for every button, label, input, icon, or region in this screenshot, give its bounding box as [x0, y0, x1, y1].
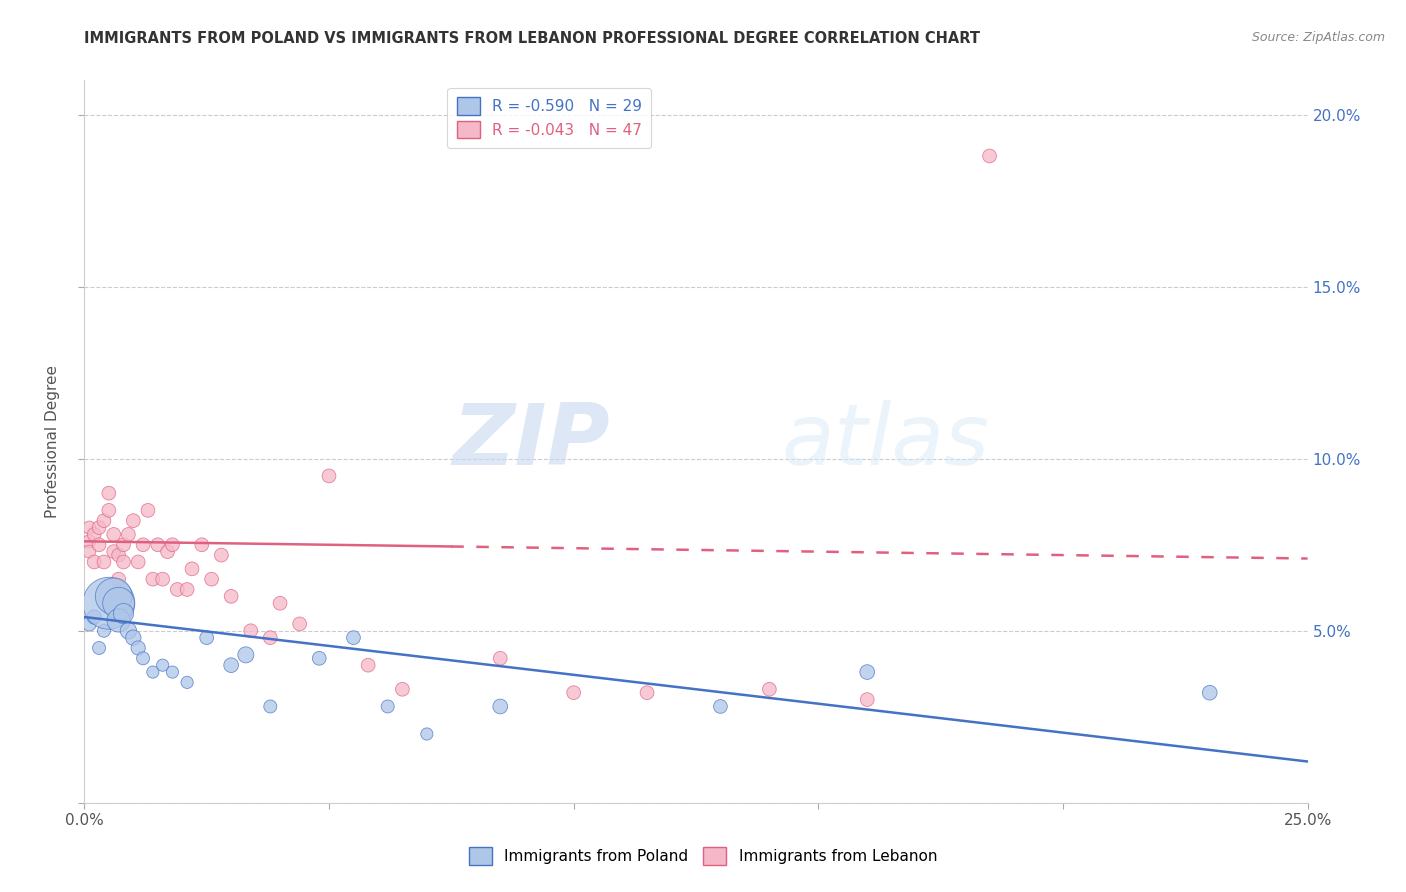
Point [219, 658, 242, 673]
Point [342, 631, 364, 645]
Text: IMMIGRANTS FROM POLAND VS IMMIGRANTS FROM LEBANON PROFESSIONAL DEGREE CORRELATIO: IMMIGRANTS FROM POLAND VS IMMIGRANTS FRO… [84, 31, 980, 46]
Point [308, 651, 330, 665]
Point [146, 538, 169, 552]
Point [103, 590, 125, 604]
Point [288, 616, 311, 631]
Point [93, 555, 115, 569]
Point [416, 727, 439, 741]
Point [209, 548, 232, 562]
Legend: Immigrants from Poland, Immigrants from Lebanon: Immigrants from Poland, Immigrants from … [463, 841, 943, 871]
Point [132, 538, 155, 552]
Point [758, 682, 780, 697]
Point [489, 651, 512, 665]
Point [318, 469, 340, 483]
Point [191, 538, 214, 552]
Point [77, 616, 100, 631]
Point [87, 640, 110, 655]
Point [122, 514, 145, 528]
Point [152, 572, 174, 586]
Point [195, 631, 218, 645]
Point [156, 544, 179, 558]
Point [107, 596, 129, 610]
Text: Source: ZipAtlas.com: Source: ZipAtlas.com [1251, 31, 1385, 45]
Point [142, 665, 165, 679]
Point [357, 658, 380, 673]
Point [77, 544, 100, 558]
Point [127, 640, 149, 655]
Point [117, 624, 139, 638]
Legend: R = -0.590   N = 29, R = -0.043   N = 47: R = -0.590 N = 29, R = -0.043 N = 47 [447, 88, 651, 148]
Point [489, 699, 512, 714]
Point [77, 534, 100, 549]
Point [636, 686, 658, 700]
Point [269, 596, 291, 610]
Point [77, 520, 100, 534]
Point [239, 624, 262, 638]
Point [83, 610, 105, 624]
Point [391, 682, 413, 697]
Point [83, 527, 105, 541]
Point [856, 665, 879, 679]
Point [979, 149, 1001, 163]
Point [176, 675, 198, 690]
Point [112, 538, 135, 552]
Point [103, 544, 125, 558]
Point [562, 686, 585, 700]
Point [97, 486, 120, 500]
Point [162, 538, 184, 552]
Point [87, 538, 110, 552]
Point [97, 503, 120, 517]
Point [856, 692, 879, 706]
Point [122, 631, 145, 645]
Point [93, 514, 115, 528]
Y-axis label: Professional Degree: Professional Degree [45, 365, 60, 518]
Point [83, 555, 105, 569]
Point [112, 607, 135, 621]
Point [107, 548, 129, 562]
Point [152, 658, 174, 673]
Point [136, 503, 159, 517]
Point [200, 572, 222, 586]
Point [162, 665, 184, 679]
Point [127, 555, 149, 569]
Point [377, 699, 399, 714]
Point [235, 648, 257, 662]
Point [142, 572, 165, 586]
Text: atlas: atlas [782, 400, 990, 483]
Point [117, 527, 139, 541]
Point [166, 582, 188, 597]
Point [107, 572, 129, 586]
Point [259, 699, 281, 714]
Point [103, 527, 125, 541]
Point [93, 624, 115, 638]
Point [1198, 686, 1220, 700]
Point [181, 562, 204, 576]
Point [97, 596, 120, 610]
Point [87, 520, 110, 534]
Point [709, 699, 731, 714]
Text: ZIP: ZIP [453, 400, 610, 483]
Point [112, 555, 135, 569]
Point [259, 631, 281, 645]
Point [107, 614, 129, 628]
Point [176, 582, 198, 597]
Point [132, 651, 155, 665]
Point [219, 590, 242, 604]
